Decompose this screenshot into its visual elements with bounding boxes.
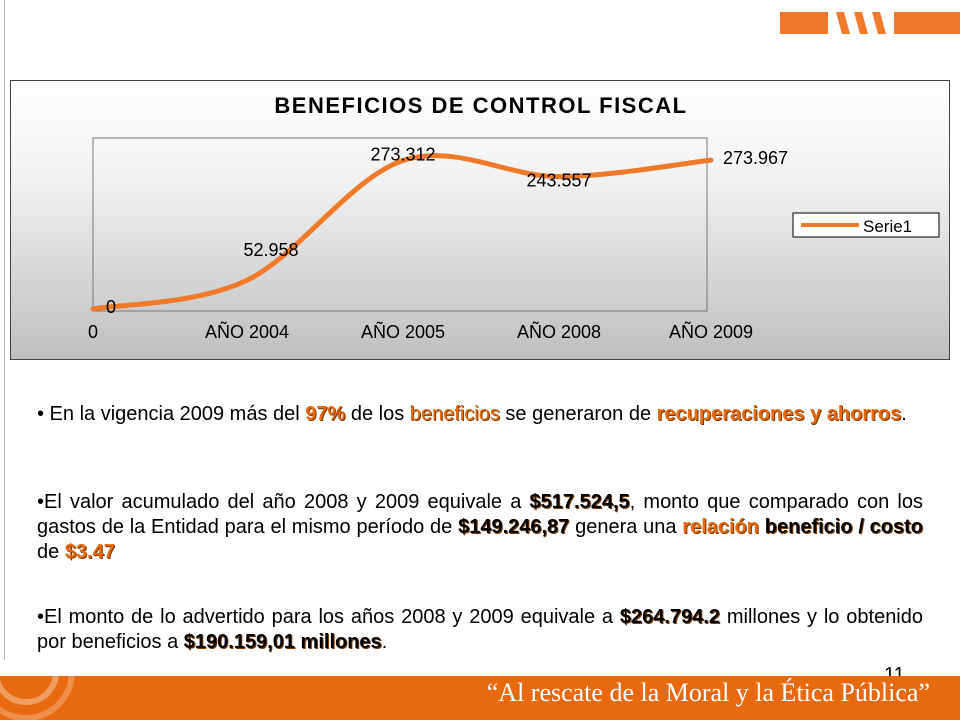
bullet-2-relacion: relación — [682, 516, 759, 538]
legend: Serie1 — [792, 212, 940, 238]
bullet-3-obtenido-value: $190.159,01 millones — [183, 631, 382, 653]
bullet-3-text: millones y lo obtenido por beneficios a — [37, 606, 924, 653]
bullet-3-advertido-value: $264.794.2 — [619, 606, 720, 628]
bullet-2-text: de — [37, 541, 65, 563]
footer-band — [0, 676, 960, 720]
bullet-3: •El monto de lo advertido para los años … — [37, 605, 923, 655]
bullet-2-text: •El valor acumulado del año 2008 y 2009 … — [37, 491, 530, 513]
bullet-1-text: se generaron de — [499, 403, 657, 425]
bullet-1: • En la vigencia 2009 más del 97% de los… — [37, 402, 923, 427]
bullet-3-text: . — [381, 631, 388, 653]
top-decoration — [780, 12, 960, 34]
bullet-1-beneficios: beneficios — [409, 403, 500, 425]
x-tick-label: AÑO 2008 — [517, 321, 601, 342]
bullet-2: •El valor acumulado del año 2008 y 2009 … — [37, 490, 923, 565]
data-label: 0 — [106, 297, 116, 317]
bullet-1-recuperaciones: recuperaciones y ahorros — [656, 403, 902, 425]
series-line-serie1 — [90, 153, 714, 312]
x-tick-label: AÑO 2009 — [669, 321, 753, 342]
bullet-1-text: . — [901, 403, 907, 425]
bullet-2-text: genera una — [569, 516, 683, 538]
chart-title: BENEFICIOS DE CONTROL FISCAL — [274, 93, 687, 118]
x-tick-label: 0 — [88, 322, 98, 342]
data-label: 52.958 — [243, 240, 298, 260]
x-tick-label: AÑO 2005 — [361, 321, 445, 342]
data-label: 273.967 — [723, 148, 788, 168]
chart-panel: BENEFICIOS DE CONTROL FISCAL 0 AÑO 2004 AÑ… — [10, 80, 950, 360]
bullet-3-text: •El monto de lo advertido para los años … — [37, 606, 620, 628]
plot-area — [92, 137, 708, 312]
bullet-2-text: , monto que comparado con los gastos de … — [37, 491, 923, 538]
footer-slogan: “Al rescate de la Moral y la Ética Públi… — [486, 678, 930, 707]
data-label: 273.312 — [370, 145, 435, 165]
bullet-1-text: • En la vigencia 2009 más del — [37, 403, 306, 425]
line-chart: BENEFICIOS DE CONTROL FISCAL 0 AÑO 2004 AÑ… — [88, 93, 940, 342]
x-tick-label: AÑO 2004 — [205, 321, 289, 342]
bullet-2-expenses-value: $149.246,87 — [458, 516, 570, 538]
bullet-1-text: de los — [345, 403, 410, 425]
bullet-2-beneficio-costo: beneficio / costo — [764, 516, 923, 538]
left-rule — [4, 0, 5, 660]
bullet-2-accumulated-value: $517.524,5 — [529, 491, 630, 513]
data-label: 243.557 — [526, 171, 591, 191]
bullet-1-percent: 97% — [305, 403, 346, 425]
legend-label: Serie1 — [863, 217, 912, 236]
bullet-2-ratio-value: $3.47 — [64, 541, 115, 563]
